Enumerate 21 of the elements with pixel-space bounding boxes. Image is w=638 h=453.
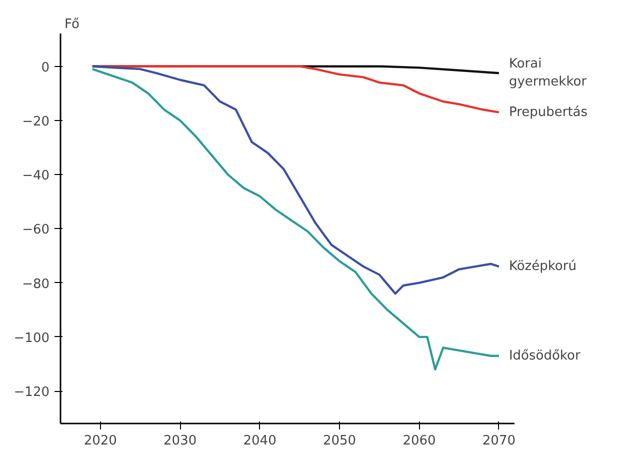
y-axis-title: Fő [64,16,80,32]
y-tick-label: −80 [22,276,50,292]
x-tick-label: 2050 [322,434,356,448]
y-tick-label: 0 [41,60,50,76]
y-tick-label: −40 [22,168,50,184]
series-label: Idősödőkor [508,348,581,364]
series-label: Prepubertás [508,104,588,120]
x-tick-label: 2030 [164,434,197,448]
line-series [91,65,500,114]
x-tick-label: 2040 [243,434,276,448]
x-tick-label: 2070 [482,434,516,448]
y-tick-label: −100 [14,330,50,346]
y-tick-label: −60 [22,222,50,238]
line-series [91,65,500,295]
y-tick-label: −120 [14,385,50,400]
x-tick-label: 2060 [402,434,436,448]
line-series [91,68,500,370]
series-label: Korai gyermekkor [508,56,588,90]
y-tick-label: −20 [22,114,50,130]
series-label: Középkorú [508,259,576,274]
x-tick-label: 2020 [84,434,117,448]
